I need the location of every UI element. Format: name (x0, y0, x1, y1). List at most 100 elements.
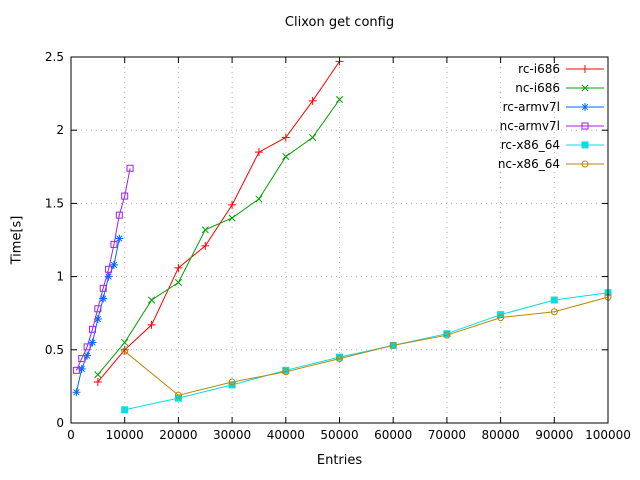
y-tick-label: 2 (56, 123, 64, 137)
y-tick-label: 1 (56, 270, 64, 284)
legend-item-rc-armv7l: rc-armv7l (503, 100, 604, 114)
legend-item-rc-x86_64: rc-x86_64 (501, 138, 604, 152)
marker-square-filled (581, 141, 589, 149)
marker-plus (147, 320, 156, 329)
marker-asterisk (110, 261, 118, 269)
marker-plus (308, 96, 317, 105)
marker-cross (309, 133, 317, 142)
marker-square-open (105, 265, 113, 273)
legend-label: nc-i686 (515, 81, 560, 95)
marker-square-open (126, 164, 134, 172)
x-tick-label: 70000 (428, 428, 466, 442)
marker-circle-open (443, 331, 451, 339)
marker-square-open (121, 192, 129, 200)
series-line (97, 61, 340, 383)
series-nc-armv7l (72, 164, 134, 374)
marker-plus (174, 263, 183, 272)
marker-cross (201, 226, 209, 234)
y-tick-label: 0 (56, 416, 64, 430)
legend-item-nc-x86_64: nc-x86_64 (498, 157, 604, 171)
legend-item-rc-i686: rc-i686 (518, 62, 604, 76)
marker-circle-open (389, 341, 397, 349)
x-tick-label: 20000 (159, 428, 197, 442)
series-nc-x86_64 (121, 293, 612, 399)
legend-label: rc-i686 (518, 62, 560, 76)
series-line (124, 292, 609, 411)
series-rc-x86_64 (121, 289, 612, 414)
marker-asterisk (73, 389, 80, 396)
marker-plus (201, 241, 210, 250)
marker-plus (254, 148, 263, 157)
marker-plus (93, 378, 102, 387)
marker-circle-open (228, 378, 236, 386)
marker-plus (281, 133, 290, 142)
marker-asterisk (116, 235, 123, 242)
legend-label: rc-x86_64 (501, 138, 560, 152)
marker-square-open (83, 343, 91, 351)
series-nc-i686 (94, 95, 344, 379)
chart-title: Clixon get config (284, 15, 395, 30)
x-tick-label: 60000 (374, 428, 412, 442)
x-tick-label: 100000 (585, 428, 631, 442)
marker-square-open (115, 211, 123, 219)
x-tick-label: 30000 (213, 428, 251, 442)
series-line (75, 168, 131, 371)
marker-square-open (88, 325, 96, 333)
x-tick-label: 80000 (482, 428, 520, 442)
x-tick-label: 0 (67, 428, 75, 442)
marker-cross (255, 195, 263, 203)
marker-circle-open (497, 314, 505, 322)
marker-circle-open (174, 391, 182, 399)
series-line (97, 99, 340, 376)
marker-asterisk (581, 103, 589, 111)
y-axis-label: Time[s] (9, 215, 25, 265)
marker-square-filled (121, 406, 129, 414)
legend-label: nc-x86_64 (498, 157, 560, 171)
marker-square-open (94, 305, 102, 313)
legend-label: nc-armv7l (500, 119, 560, 133)
series-rc-i686 (93, 57, 344, 387)
marker-circle-open (282, 368, 290, 376)
marker-asterisk (89, 339, 96, 346)
marker-circle-open (121, 347, 129, 355)
marker-square-open (78, 355, 86, 363)
marker-cross (335, 95, 344, 104)
marker-cross (121, 338, 129, 347)
y-tick-label: 1.5 (45, 196, 64, 210)
x-tick-label: 40000 (267, 428, 305, 442)
marker-asterisk (83, 352, 91, 359)
y-tick-label: 0.5 (45, 343, 64, 357)
marker-plus (228, 200, 237, 209)
series-line (124, 296, 609, 396)
legend-item-nc-armv7l: nc-armv7l (500, 119, 604, 133)
y-tick-label: 2.5 (45, 50, 64, 64)
marker-plus (581, 65, 589, 73)
marker-asterisk (78, 365, 85, 372)
series-rc-armv7l (72, 234, 124, 397)
marker-square-open (581, 122, 589, 130)
x-axis-label: Entries (316, 453, 363, 468)
marker-circle-open (336, 355, 343, 363)
marker-circle-open (550, 308, 558, 316)
marker-square-open (99, 284, 107, 292)
marker-square-open (110, 240, 118, 248)
legend-label: rc-armv7l (503, 100, 560, 114)
x-tick-label: 50000 (320, 428, 358, 442)
x-tick-label: 90000 (535, 428, 573, 442)
marker-cross (94, 371, 102, 379)
marker-square-open (72, 366, 80, 374)
marker-cross (228, 214, 236, 222)
marker-cross (174, 278, 182, 287)
marker-cross (282, 152, 290, 161)
marker-circle-open (581, 160, 589, 168)
marker-cross (147, 296, 156, 304)
grid (70, 56, 609, 424)
marker-cross (581, 84, 589, 92)
marker-square-filled (550, 296, 558, 304)
x-tick-label: 10000 (106, 428, 144, 442)
legend: rc-i686 nc-i686 rc-armv7l nc-armv7l rc-x86_6… (498, 62, 604, 171)
axes: 0 10000 20000 30000 40000 50000 60000 70000 8000… (45, 50, 631, 442)
legend-item-nc-i686: nc-i686 (515, 81, 604, 95)
